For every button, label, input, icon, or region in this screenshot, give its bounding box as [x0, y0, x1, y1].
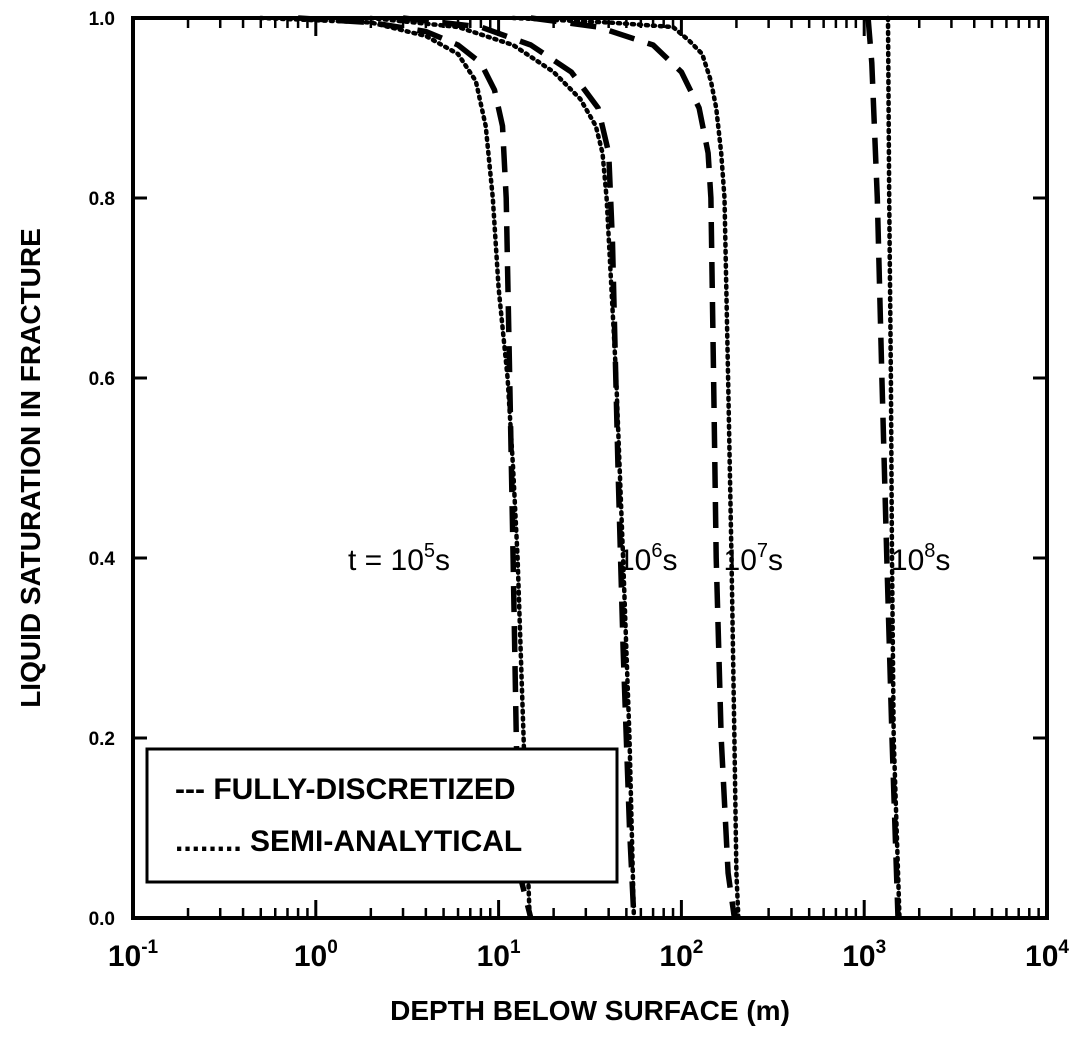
legend-entry-dotted: ........ SEMI-ANALYTICAL [175, 825, 522, 858]
x-tick-label: 104 [1025, 937, 1069, 973]
y-tick-label: 0.8 [89, 189, 115, 210]
legend: --- FULLY-DISCRETIZED........ SEMI-ANALY… [145, 747, 619, 884]
curve-label-2: 106s [618, 540, 678, 577]
x-axis-title: DEPTH BELOW SURFACE (m) [390, 995, 790, 1026]
legend-label-dashed: FULLY-DISCRETIZED [213, 773, 515, 806]
curve-dotted-8 [885, 15, 902, 921]
x-tick-label: 103 [842, 937, 886, 973]
curve-dotted-2 [258, 15, 532, 921]
y-tick-label: 1.0 [89, 9, 115, 30]
curve-dotted-4 [368, 15, 637, 921]
y-tick-label: 0.6 [89, 369, 115, 390]
curve-dashed-1 [297, 15, 534, 919]
axes-layer: 0.0 0.2 0.4 0.6 0.8 1.0 10-1 100 101 102 103 104 [89, 9, 1070, 973]
plot-frame [131, 16, 1049, 920]
curve-label-1: t = 105s [348, 540, 450, 577]
x-tick-label: 100 [294, 937, 338, 973]
annotations-layer: t = 105s 106s 107s 108s [348, 540, 950, 577]
legend-label-dotted: SEMI-ANALYTICAL [250, 825, 522, 858]
x-axis-title-group: DEPTH BELOW SURFACE (m) [390, 995, 790, 1026]
x-tick-label: 101 [477, 937, 521, 973]
legend-entry-dashed: --- FULLY-DISCRETIZED [175, 773, 516, 806]
y-tick-label: 0.4 [89, 549, 116, 570]
x-tick-label: 102 [659, 937, 703, 973]
y-axis-title: LIQUID SATURATION IN FRACTURE [15, 228, 46, 708]
curves-layer [258, 15, 902, 921]
y-tick-label: 0.0 [89, 909, 115, 930]
x-tick-label: 10-1 [108, 937, 159, 973]
curve-dashed-5 [530, 15, 738, 919]
legend-marker-dashed: --- [175, 773, 213, 806]
legend-marker-dotted: ........ [175, 825, 250, 858]
curve-label-3: 107s [724, 540, 784, 577]
curve-label-4: 108s [891, 540, 951, 577]
y-tick-label: 0.2 [89, 729, 115, 750]
y-axis-title-group: LIQUID SATURATION IN FRACTURE [15, 228, 46, 708]
legend-box [145, 747, 619, 884]
curve-dotted-6 [510, 15, 741, 921]
